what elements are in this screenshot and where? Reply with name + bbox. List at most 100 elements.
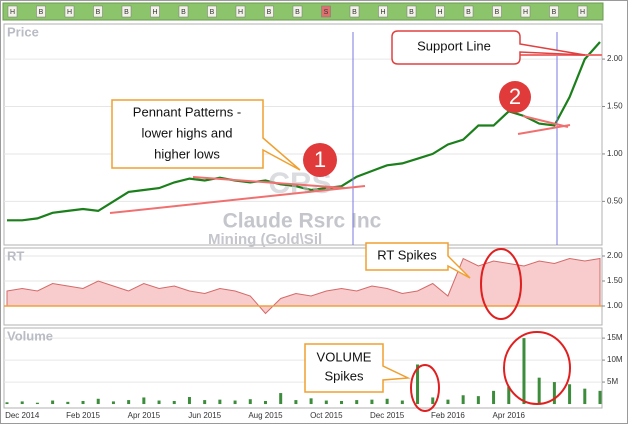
y-tick-label: 2.00 [607, 54, 623, 63]
watermark-name: Claude Rsrc Inc [223, 210, 382, 233]
annotation: higher lows [154, 146, 220, 161]
volume-bar [233, 400, 237, 405]
rt-area [6, 257, 601, 315]
marker-label: 2 [509, 84, 521, 109]
x-tick-label: Jun 2015 [188, 411, 221, 420]
signal-box [292, 5, 303, 18]
signal-box [121, 5, 132, 18]
callout-box [111, 99, 301, 171]
volume-bar [446, 399, 450, 405]
signal-box [178, 5, 189, 18]
x-tick-label: Apr 2015 [128, 411, 161, 420]
signal-label: H [10, 9, 15, 16]
signal-label: B [39, 9, 44, 16]
volume-bar [142, 397, 146, 405]
volume-bar [537, 377, 541, 405]
volume-bar [172, 400, 176, 405]
x-tick-label: Apr 2016 [493, 411, 526, 420]
signal-label: S [324, 9, 329, 16]
panel-title: RT [7, 248, 24, 263]
panel-title: Price [7, 24, 39, 39]
volume-bar [492, 390, 496, 405]
volume-bar [51, 400, 55, 405]
volume-bar [568, 384, 572, 405]
signal-box [492, 5, 502, 18]
annotation: Support Line [417, 38, 491, 53]
volume-bar [248, 399, 252, 405]
volume-bar [66, 401, 70, 405]
trend-line [522, 115, 569, 128]
volume-bar [157, 400, 161, 405]
annotation: RT Spikes [377, 247, 437, 262]
x-tick-label: Oct 2015 [310, 411, 343, 420]
signal-label: H [437, 9, 442, 16]
signal-label: B [552, 9, 557, 16]
signal-label: H [523, 9, 528, 16]
signal-box [321, 5, 331, 18]
panel-title: Volume [7, 328, 53, 343]
x-tick-label: Feb 2015 [66, 411, 100, 420]
volume-bar [522, 338, 526, 405]
signal-label: B [466, 9, 471, 16]
volume-bar [431, 397, 435, 405]
y-tick-label: 5M [607, 377, 618, 386]
x-tick-label: Dec 2014 [5, 411, 40, 420]
watermark-sector: Mining (Gold\Sil [208, 231, 322, 248]
volume-bar [400, 400, 404, 405]
volume-bar [598, 390, 602, 405]
volume-bar [552, 382, 556, 405]
annotation: VOLUME [317, 349, 372, 364]
signal-box [7, 5, 18, 18]
y-tick-label: 2.00 [607, 251, 623, 260]
signal-box [235, 5, 246, 18]
signal-box [36, 5, 46, 18]
y-tick-label: 0.50 [607, 196, 623, 205]
signal-label: B [267, 9, 272, 16]
volume-bar [476, 396, 480, 405]
volume-bar [279, 393, 283, 405]
y-tick-label: 1.00 [607, 149, 623, 158]
y-tick-label: 15M [607, 333, 623, 342]
signal-label: H [67, 9, 72, 16]
signal-box [549, 5, 559, 18]
signal-label: B [495, 9, 500, 16]
callout-box [304, 343, 411, 393]
highlight [480, 248, 522, 320]
y-tick-label: 10M [607, 355, 623, 364]
volume-bar [187, 397, 191, 405]
volume-bar [324, 400, 328, 405]
signal-label: H [152, 9, 157, 16]
marker-label: 1 [314, 147, 326, 172]
annotation: Pennant Patterns - [133, 104, 241, 119]
signal-box [378, 5, 388, 18]
y-tick-label: 1.00 [607, 301, 623, 310]
volume-bar [20, 401, 24, 405]
volume-bar [127, 400, 131, 405]
signal-box [577, 5, 588, 18]
signal-label: B [96, 9, 101, 16]
signal-label: B [210, 9, 215, 16]
trend-line [109, 185, 366, 214]
price-line [7, 41, 601, 222]
signal-label: B [352, 9, 357, 16]
volume-bar [35, 402, 39, 405]
signal-label: B [181, 9, 186, 16]
y-tick-label: 1.50 [607, 276, 623, 285]
volume-bar [461, 395, 465, 405]
signal-label: B [295, 9, 300, 16]
trend-line [517, 124, 571, 135]
x-tick-label: Dec 2015 [370, 411, 405, 420]
signal-box [520, 5, 531, 18]
volume-bar [263, 400, 267, 405]
signal-label: B [124, 9, 129, 16]
volume-bar [583, 388, 587, 405]
volume-bar [5, 402, 9, 405]
volume-bar [111, 401, 115, 405]
highlight [410, 364, 440, 412]
toolbar [2, 2, 604, 21]
volume-bar [507, 386, 511, 405]
callout-box [391, 30, 586, 65]
signal-label: H [380, 9, 385, 16]
